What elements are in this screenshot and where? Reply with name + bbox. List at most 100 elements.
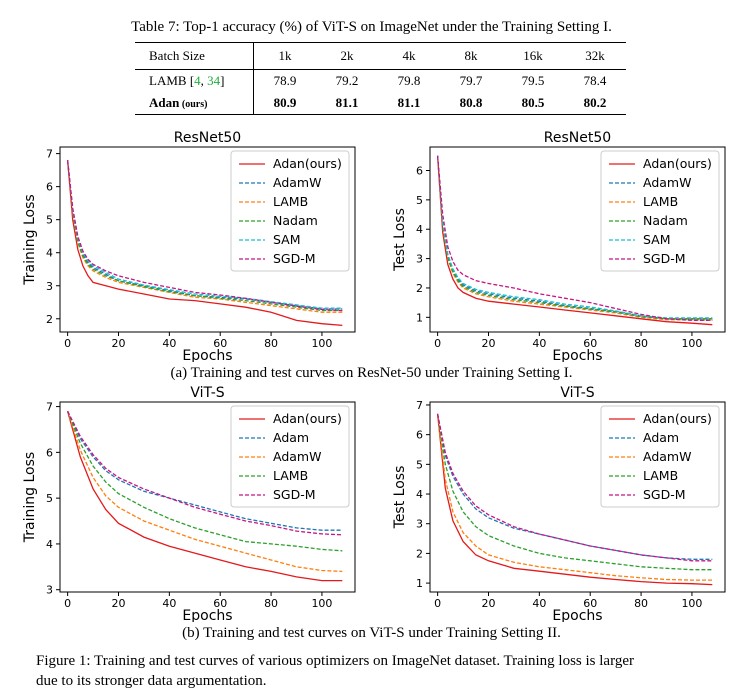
plot-frame xyxy=(429,401,726,593)
y-tick-label: 2 xyxy=(46,313,53,326)
table-header-row: Batch Size 1k 2k 4k 8k 16k 32k xyxy=(135,42,626,70)
legend-label-adamw: AdamW xyxy=(643,449,691,464)
x-tick-label: 100 xyxy=(311,597,332,610)
table-cell: 78.4 xyxy=(583,73,607,88)
series-line-lamb xyxy=(66,410,343,552)
x-tick-label: 40 xyxy=(532,597,546,610)
y-tick-label: 2 xyxy=(416,282,423,295)
y-tick-label: 5 xyxy=(416,458,423,471)
y-tick-label: 3 xyxy=(416,518,423,531)
series-line-nadam xyxy=(66,160,343,312)
y-tick-label: 2 xyxy=(416,547,423,560)
header-cell: 16k xyxy=(502,42,564,70)
legend-label-lamb: LAMB xyxy=(273,468,308,483)
y-tick-label: 6 xyxy=(416,164,423,177)
series-line-adam xyxy=(436,413,713,560)
series-line-nadam xyxy=(436,155,713,320)
x-tick-label: 60 xyxy=(213,337,227,350)
y-tick-label: 4 xyxy=(416,223,423,236)
x-tick-label: 0 xyxy=(434,597,441,610)
x-tick-label: 100 xyxy=(681,597,702,610)
series-line-adamw xyxy=(66,410,343,573)
row-name: Adan xyxy=(149,95,180,110)
table-cell: 80.8 xyxy=(440,92,502,115)
subcaption-a: (a) Training and test curves on ResNet-5… xyxy=(170,365,573,381)
x-tick-label: 40 xyxy=(162,337,176,350)
y-tick-label: 6 xyxy=(46,446,53,459)
x-axis-label: Epochs xyxy=(552,608,602,622)
series-line-lamb xyxy=(436,155,713,321)
legend-box xyxy=(600,405,720,508)
y-axis-label: Training Loss xyxy=(22,452,38,543)
x-tick-label: 20 xyxy=(481,337,495,350)
legend-label-adan-ours: Adan(ours) xyxy=(273,156,342,171)
series-line-sgd-m xyxy=(66,160,343,312)
header-cell: 4k xyxy=(378,42,440,70)
y-tick-label: 3 xyxy=(46,280,53,293)
legend-box xyxy=(600,150,720,272)
x-axis-label: Epochs xyxy=(182,348,232,362)
table-cell: 79.8 xyxy=(397,73,421,88)
y-tick-label: 3 xyxy=(46,584,53,597)
header-cell: 32k xyxy=(564,42,626,70)
x-axis-label: Epochs xyxy=(552,348,602,362)
plot-frame xyxy=(59,146,356,333)
series-line-sgd-m xyxy=(67,410,343,536)
citation-link[interactable]: 34 xyxy=(207,73,221,88)
citation-link[interactable]: 4 xyxy=(194,73,201,88)
series-line-sam xyxy=(66,160,343,309)
y-axis-label: Training Loss xyxy=(22,194,38,285)
y-tick-label: 1 xyxy=(416,311,423,324)
x-tick-label: 40 xyxy=(162,597,176,610)
y-tick-label: 5 xyxy=(416,194,423,207)
series-line-adamw xyxy=(436,413,713,581)
legend-label-adan-ours: Adan(ours) xyxy=(273,411,342,426)
table-caption: Table 7: Top-1 accuracy (%) of ViT-S on … xyxy=(131,19,612,35)
figure-caption-line: due to its stronger data argumentation. xyxy=(36,673,267,689)
row-name: LAMB xyxy=(149,73,187,88)
chart-title: ResNet50 xyxy=(174,130,241,146)
series-line-adan-ours xyxy=(66,411,343,582)
legend-box xyxy=(230,405,350,508)
row-label: LAMB [4, 34] xyxy=(135,69,254,92)
resnet50-test-loss-chart: ResNet50 0 20 40 60 80 100 1 2 3 4 5 6 Epochs Test Los… xyxy=(392,130,726,362)
x-tick-label: 100 xyxy=(681,337,702,350)
y-tick-label: 4 xyxy=(416,488,423,501)
x-tick-label: 60 xyxy=(583,597,597,610)
series-line-sam xyxy=(436,155,713,319)
table-cell: 79.7 xyxy=(459,73,483,88)
legend: Adan(ours) AdamW LAMB Nadam SAM SGD-M xyxy=(230,150,350,272)
table-cell: 81.1 xyxy=(378,92,440,115)
vits-test-loss-chart: ViT-S 0 20 40 60 80 100 1 2 3 4 5 6 7 Epochs Test Loss A… xyxy=(392,385,726,622)
table-cell: 79.5 xyxy=(521,73,545,88)
series-line-adan-ours xyxy=(436,155,713,326)
y-tick-label: 4 xyxy=(46,247,53,260)
x-axis-label: Epochs xyxy=(182,608,232,622)
series-line-sgd-m xyxy=(436,155,713,321)
legend-label-sgd-m: SGD-M xyxy=(273,251,316,266)
legend-label-adamw: AdamW xyxy=(273,449,321,464)
y-tick-label: 5 xyxy=(46,492,53,505)
legend-label-adam: Adam xyxy=(643,430,679,445)
table-cell: 81.1 xyxy=(316,92,378,115)
legend-box xyxy=(230,150,350,272)
x-tick-label: 80 xyxy=(634,597,648,610)
y-tick-label: 6 xyxy=(46,181,53,194)
y-tick-label: 7 xyxy=(416,399,423,412)
legend-label-adamw: AdamW xyxy=(273,175,321,190)
y-tick-label: 5 xyxy=(46,214,53,227)
x-tick-label: 20 xyxy=(111,597,125,610)
x-tick-label: 40 xyxy=(532,337,546,350)
series-line-adam xyxy=(67,410,343,531)
results-table: Batch Size 1k 2k 4k 8k 16k 32k LAMB [4, … xyxy=(135,42,626,115)
y-tick-label: 3 xyxy=(416,253,423,266)
y-tick-label: 7 xyxy=(46,401,53,414)
series-line-adan-ours xyxy=(436,413,713,586)
series-line-sgd-m xyxy=(436,413,713,562)
x-tick-label: 0 xyxy=(64,337,71,350)
legend: Adan(ours) Adam AdamW LAMB SGD-M xyxy=(600,405,720,508)
legend-label-lamb: LAMB xyxy=(273,194,308,209)
y-axis-label: Test Loss xyxy=(392,208,408,272)
plot-frame xyxy=(429,146,726,333)
legend-label-sam: SAM xyxy=(643,232,671,247)
